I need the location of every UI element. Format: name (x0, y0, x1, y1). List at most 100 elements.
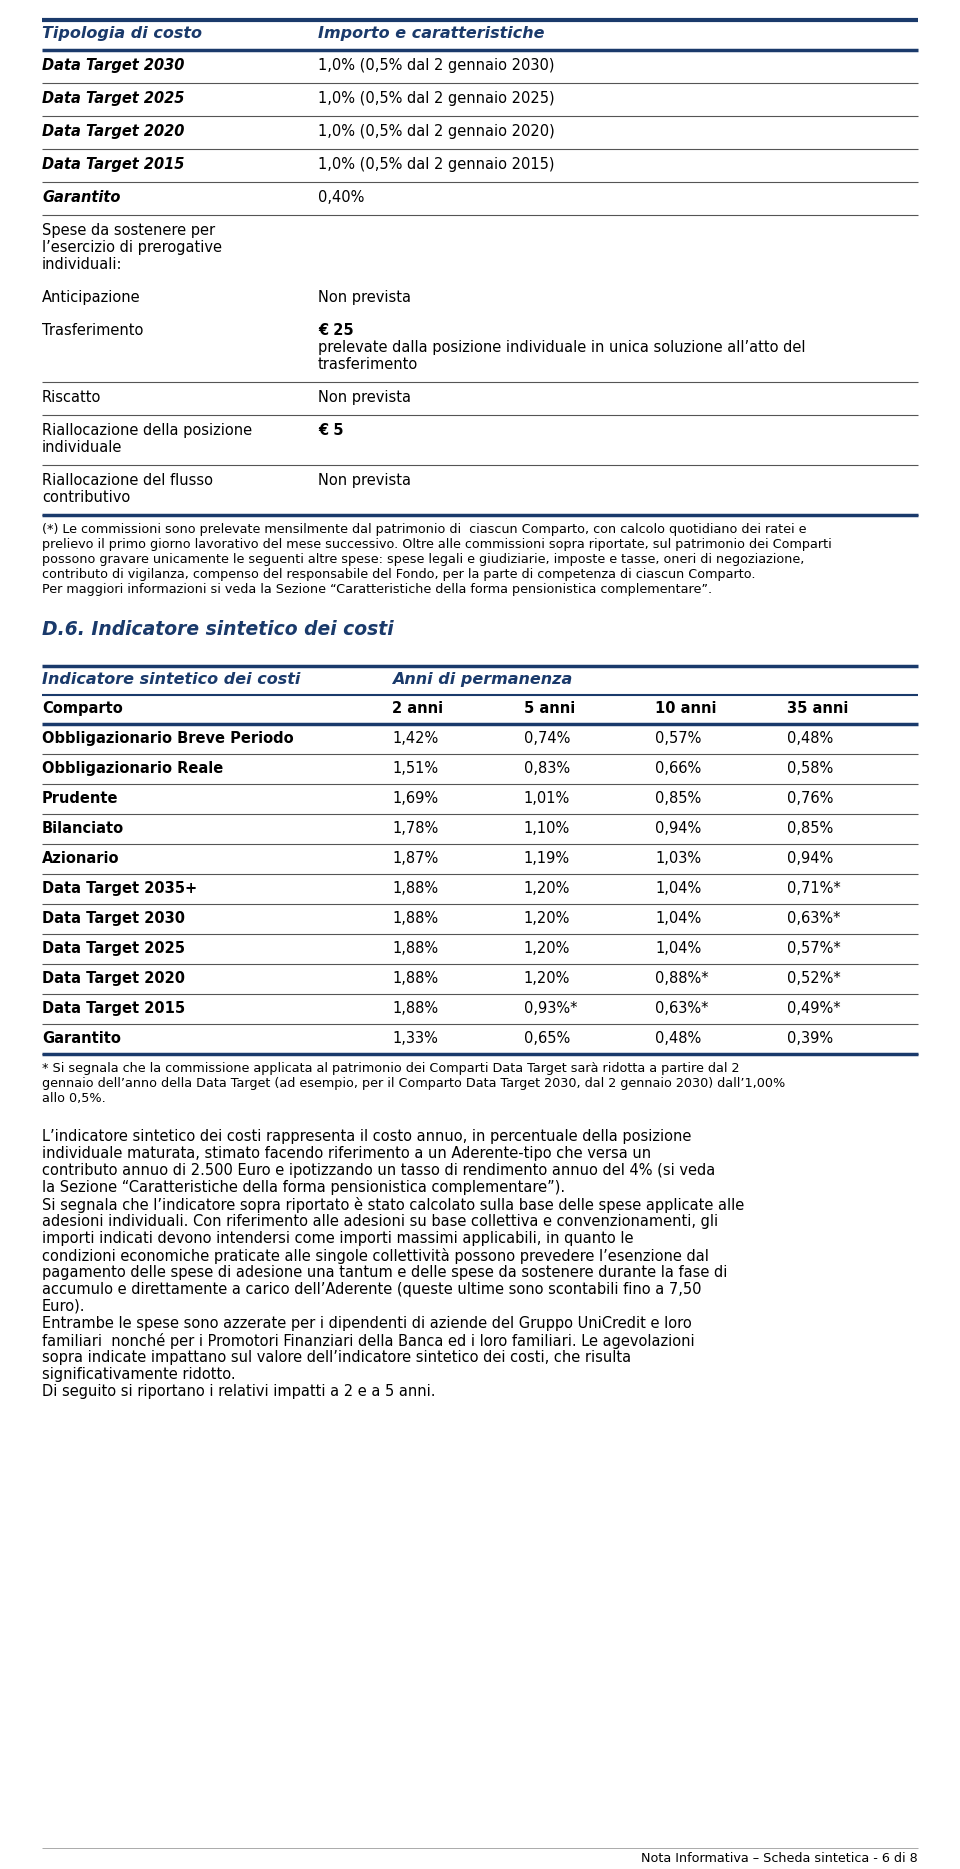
Text: 1,04%: 1,04% (655, 910, 702, 925)
Text: 0,94%: 0,94% (655, 820, 702, 835)
Text: 1,78%: 1,78% (393, 820, 439, 835)
Text: Comparto: Comparto (42, 701, 123, 716)
Text: gennaio dell’anno della Data Target (ad esempio, per il Comparto Data Target 203: gennaio dell’anno della Data Target (ad … (42, 1077, 785, 1090)
Text: individuale: individuale (42, 439, 122, 454)
Text: 5 anni: 5 anni (524, 701, 575, 716)
Text: L’indicatore sintetico dei costi rappresenta il costo annuo, in percentuale dell: L’indicatore sintetico dei costi rappres… (42, 1129, 691, 1144)
Text: Non prevista: Non prevista (318, 473, 411, 488)
Text: significativamente ridotto.: significativamente ridotto. (42, 1366, 235, 1381)
Text: Spese da sostenere per: Spese da sostenere per (42, 222, 215, 237)
Text: 0,58%: 0,58% (786, 761, 833, 776)
Text: Data Target 2015: Data Target 2015 (42, 1000, 185, 1015)
Text: Bilanciato: Bilanciato (42, 820, 124, 835)
Text: 1,87%: 1,87% (393, 850, 439, 865)
Text: 0,48%: 0,48% (655, 1032, 702, 1047)
Text: allo 0,5%.: allo 0,5%. (42, 1091, 106, 1105)
Text: 1,01%: 1,01% (524, 791, 570, 806)
Text: * Si segnala che la commissione applicata al patrimonio dei Comparti Data Target: * Si segnala che la commissione applicat… (42, 1062, 739, 1075)
Text: 0,40%: 0,40% (318, 191, 364, 206)
Text: Entrambe le spese sono azzerate per i dipendenti di aziende del Gruppo UniCredit: Entrambe le spese sono azzerate per i di… (42, 1316, 692, 1331)
Text: 1,51%: 1,51% (393, 761, 439, 776)
Text: Data Target 2020: Data Target 2020 (42, 123, 184, 138)
Text: 0,39%: 0,39% (786, 1032, 832, 1047)
Text: 0,88%*: 0,88%* (655, 970, 708, 985)
Text: contributo annuo di 2.500 Euro e ipotizzando un tasso di rendimento annuo del 4%: contributo annuo di 2.500 Euro e ipotizz… (42, 1163, 715, 1177)
Text: individuale maturata, stimato facendo riferimento a un Aderente-tipo che versa u: individuale maturata, stimato facendo ri… (42, 1146, 651, 1161)
Text: 1,88%: 1,88% (393, 880, 439, 895)
Text: Di seguito si riportano i relativi impatti a 2 e a 5 anni.: Di seguito si riportano i relativi impat… (42, 1383, 436, 1398)
Text: 0,63%*: 0,63%* (786, 910, 840, 925)
Text: accumulo e direttamente a carico dell’Aderente (queste ultime sono scontabili fi: accumulo e direttamente a carico dell’Ad… (42, 1282, 702, 1297)
Text: 1,0% (0,5% dal 2 gennaio 2015): 1,0% (0,5% dal 2 gennaio 2015) (318, 157, 555, 172)
Text: Riallocazione della posizione: Riallocazione della posizione (42, 422, 252, 437)
Text: Euro).: Euro). (42, 1299, 85, 1314)
Text: Data Target 2030: Data Target 2030 (42, 58, 184, 73)
Text: contributo di vigilanza, compenso del responsabile del Fondo, per la parte di co: contributo di vigilanza, compenso del re… (42, 568, 756, 581)
Text: Nota Informativa – Scheda sintetica - 6 di 8: Nota Informativa – Scheda sintetica - 6 … (641, 1852, 918, 1865)
Text: Indicatore sintetico dei costi: Indicatore sintetico dei costi (42, 671, 300, 686)
Text: 0,52%*: 0,52%* (786, 970, 840, 985)
Text: 1,88%: 1,88% (393, 1000, 439, 1015)
Text: 0,65%: 0,65% (524, 1032, 570, 1047)
Text: 0,94%: 0,94% (786, 850, 833, 865)
Text: 0,83%: 0,83% (524, 761, 570, 776)
Text: 35 anni: 35 anni (786, 701, 848, 716)
Text: 1,69%: 1,69% (393, 791, 439, 806)
Text: 1,19%: 1,19% (524, 850, 570, 865)
Text: contributivo: contributivo (42, 490, 131, 505)
Text: 1,0% (0,5% dal 2 gennaio 2030): 1,0% (0,5% dal 2 gennaio 2030) (318, 58, 555, 73)
Text: Riallocazione del flusso: Riallocazione del flusso (42, 473, 213, 488)
Text: Garantito: Garantito (42, 1032, 121, 1047)
Text: 1,20%: 1,20% (524, 940, 570, 955)
Text: possono gravare unicamente le seguenti altre spese: spese legali e giudiziarie, : possono gravare unicamente le seguenti a… (42, 553, 804, 566)
Text: individuali:: individuali: (42, 258, 123, 273)
Text: € 5: € 5 (318, 422, 344, 437)
Text: (*) Le commissioni sono prelevate mensilmente dal patrimonio di  ciascun Compart: (*) Le commissioni sono prelevate mensil… (42, 523, 806, 536)
Text: Non prevista: Non prevista (318, 391, 411, 406)
Text: Riscatto: Riscatto (42, 391, 102, 406)
Text: 0,66%: 0,66% (655, 761, 702, 776)
Text: Data Target 2025: Data Target 2025 (42, 92, 184, 107)
Text: 0,85%: 0,85% (655, 791, 702, 806)
Text: 1,10%: 1,10% (524, 820, 570, 835)
Text: Data Target 2015: Data Target 2015 (42, 157, 184, 172)
Text: 10 anni: 10 anni (655, 701, 717, 716)
Text: Obbligazionario Reale: Obbligazionario Reale (42, 761, 224, 776)
Text: Data Target 2030: Data Target 2030 (42, 910, 185, 925)
Text: 1,42%: 1,42% (393, 731, 439, 746)
Text: 1,0% (0,5% dal 2 gennaio 2020): 1,0% (0,5% dal 2 gennaio 2020) (318, 123, 555, 138)
Text: adesioni individuali. Con riferimento alle adesioni su base collettiva e convenz: adesioni individuali. Con riferimento al… (42, 1213, 718, 1228)
Text: 0,85%: 0,85% (786, 820, 833, 835)
Text: Data Target 2035+: Data Target 2035+ (42, 880, 197, 895)
Text: importi indicati devono intendersi come importi massimi applicabili, in quanto l: importi indicati devono intendersi come … (42, 1232, 634, 1247)
Text: la Sezione “Caratteristiche della forma pensionistica complementare”).: la Sezione “Caratteristiche della forma … (42, 1179, 565, 1194)
Text: D.6. Indicatore sintetico dei costi: D.6. Indicatore sintetico dei costi (42, 621, 394, 639)
Text: Anticipazione: Anticipazione (42, 290, 140, 305)
Text: 0,48%: 0,48% (786, 731, 833, 746)
Text: 1,88%: 1,88% (393, 970, 439, 985)
Text: 0,71%*: 0,71%* (786, 880, 840, 895)
Text: 1,88%: 1,88% (393, 940, 439, 955)
Text: 1,20%: 1,20% (524, 970, 570, 985)
Text: prelevate dalla posizione individuale in unica soluzione all’atto del: prelevate dalla posizione individuale in… (318, 340, 805, 355)
Text: Garantito: Garantito (42, 191, 120, 206)
Text: Data Target 2020: Data Target 2020 (42, 970, 185, 985)
Text: 1,88%: 1,88% (393, 910, 439, 925)
Text: condizioni economiche praticate alle singole collettività possono prevedere l’es: condizioni economiche praticate alle sin… (42, 1248, 708, 1263)
Text: Azionario: Azionario (42, 850, 119, 865)
Text: Obbligazionario Breve Periodo: Obbligazionario Breve Periodo (42, 731, 294, 746)
Text: Prudente: Prudente (42, 791, 118, 806)
Text: 0,57%*: 0,57%* (786, 940, 840, 955)
Text: 0,93%*: 0,93%* (524, 1000, 577, 1015)
Text: trasferimento: trasferimento (318, 357, 419, 372)
Text: Si segnala che l’indicatore sopra riportato è stato calcolato sulla base delle s: Si segnala che l’indicatore sopra riport… (42, 1196, 744, 1213)
Text: 1,0% (0,5% dal 2 gennaio 2025): 1,0% (0,5% dal 2 gennaio 2025) (318, 92, 555, 107)
Text: 0,49%*: 0,49%* (786, 1000, 840, 1015)
Text: Data Target 2025: Data Target 2025 (42, 940, 185, 955)
Text: Tipologia di costo: Tipologia di costo (42, 26, 202, 41)
Text: € 25: € 25 (318, 323, 353, 338)
Text: l’esercizio di prerogative: l’esercizio di prerogative (42, 239, 222, 254)
Text: 1,20%: 1,20% (524, 910, 570, 925)
Text: sopra indicate impattano sul valore dell’indicatore sintetico dei costi, che ris: sopra indicate impattano sul valore dell… (42, 1349, 631, 1364)
Text: Anni di permanenza: Anni di permanenza (393, 671, 573, 686)
